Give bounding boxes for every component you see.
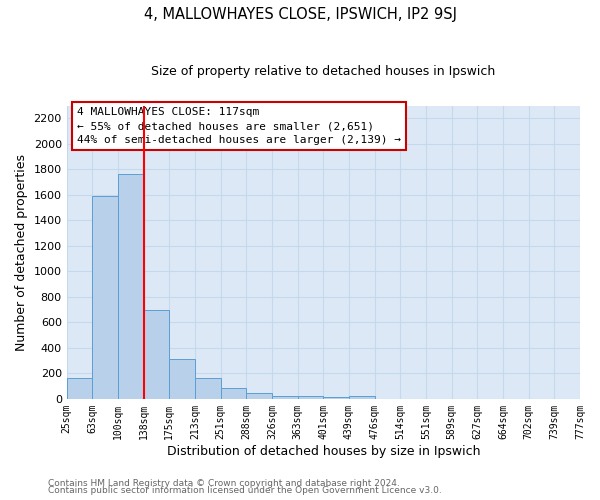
Bar <box>221 388 247 399</box>
Bar <box>67 378 92 399</box>
Y-axis label: Number of detached properties: Number of detached properties <box>15 154 28 350</box>
Bar <box>298 396 323 399</box>
Bar <box>118 174 143 399</box>
Bar <box>272 396 298 399</box>
Bar <box>143 310 169 399</box>
Text: 4, MALLOWHAYES CLOSE, IPSWICH, IP2 9SJ: 4, MALLOWHAYES CLOSE, IPSWICH, IP2 9SJ <box>143 8 457 22</box>
Text: Contains HM Land Registry data © Crown copyright and database right 2024.: Contains HM Land Registry data © Crown c… <box>48 478 400 488</box>
X-axis label: Distribution of detached houses by size in Ipswich: Distribution of detached houses by size … <box>167 444 480 458</box>
Bar <box>195 378 221 399</box>
Bar <box>349 396 374 399</box>
Title: Size of property relative to detached houses in Ipswich: Size of property relative to detached ho… <box>151 65 496 78</box>
Text: Contains public sector information licensed under the Open Government Licence v3: Contains public sector information licen… <box>48 486 442 495</box>
Bar <box>169 358 195 399</box>
Bar <box>92 196 118 399</box>
Text: 4 MALLOWHAYES CLOSE: 117sqm
← 55% of detached houses are smaller (2,651)
44% of : 4 MALLOWHAYES CLOSE: 117sqm ← 55% of det… <box>77 107 401 145</box>
Bar <box>323 397 349 399</box>
Bar <box>247 393 272 399</box>
